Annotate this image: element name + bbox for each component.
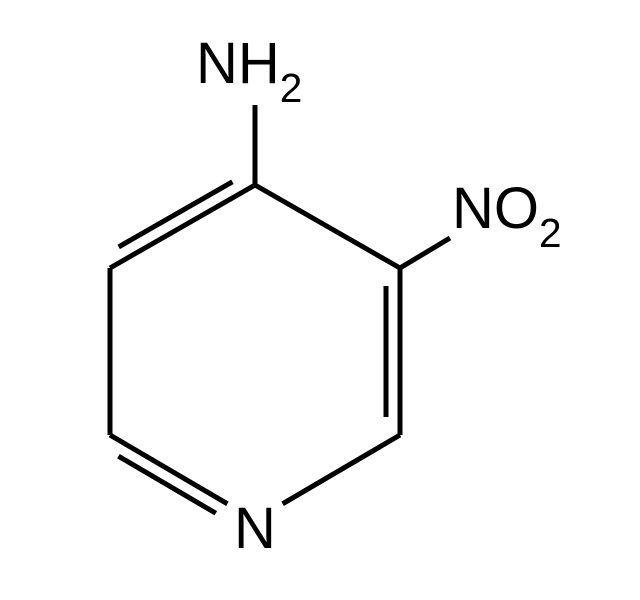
label-n-ring: N <box>234 500 276 558</box>
molecule-svg <box>0 0 640 600</box>
label-nh2-sub: 2 <box>280 65 303 111</box>
label-no2-main: NO <box>452 176 539 241</box>
label-nh2-main: NH <box>196 31 280 96</box>
label-nh2: NH2 <box>196 35 302 102</box>
label-no2: NO2 <box>452 180 562 247</box>
label-n-ring-main: N <box>234 496 276 561</box>
label-no2-sub: 2 <box>539 210 562 256</box>
